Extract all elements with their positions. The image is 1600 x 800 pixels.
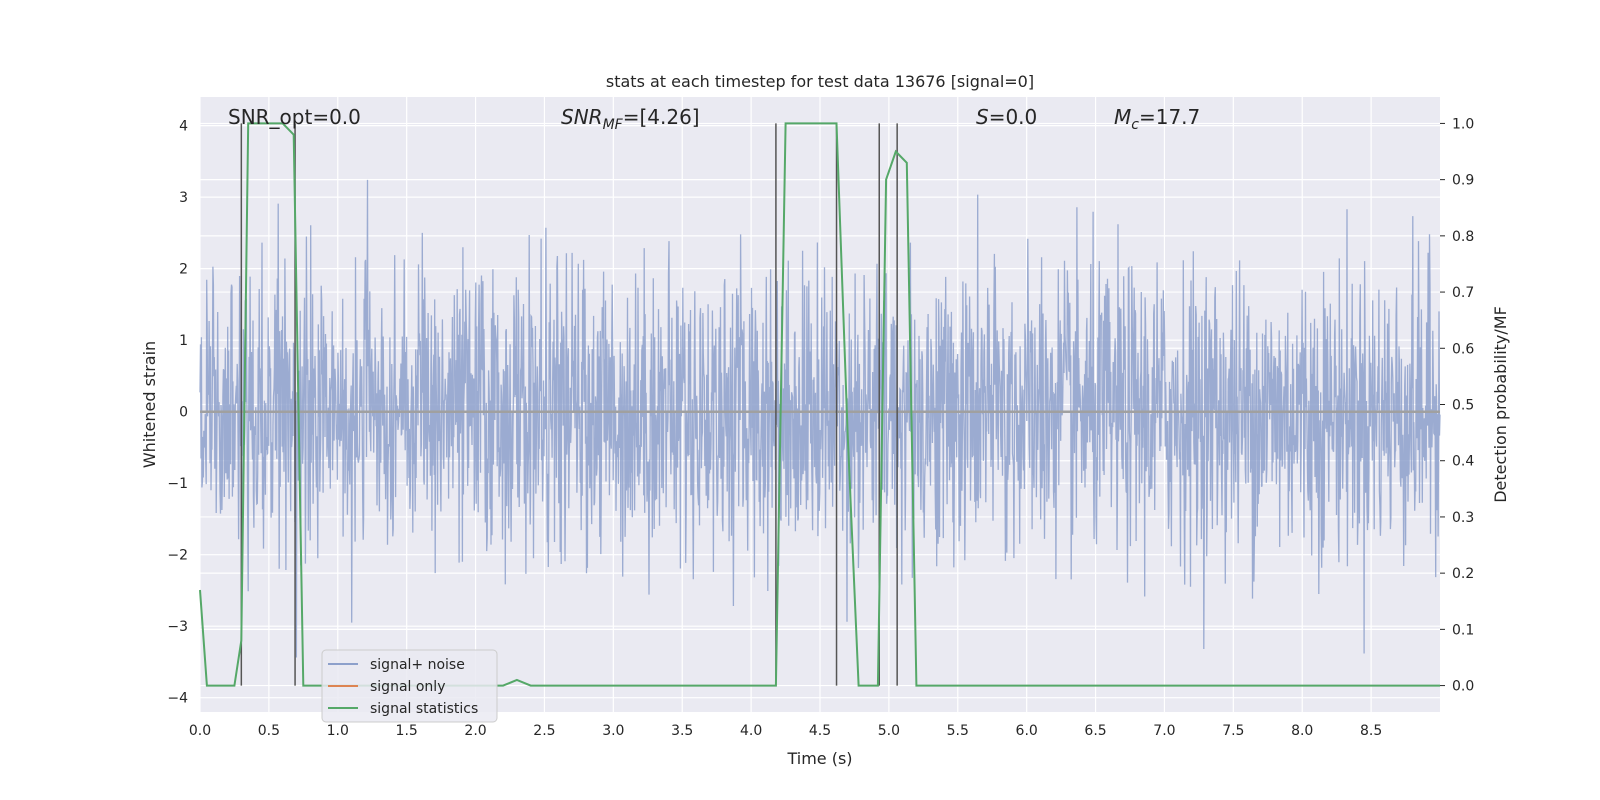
x-tick-label: 1.0 <box>327 723 349 739</box>
y-tick-label: 0 <box>179 405 188 421</box>
x-tick-label: 3.0 <box>602 723 624 739</box>
x-tick-label: 7.5 <box>1222 723 1244 739</box>
y-right-tick-label: 0.2 <box>1452 566 1474 582</box>
y-right-tick-label: 0.3 <box>1452 510 1474 526</box>
annotation-snr-opt: SNR_opt=0.0 <box>228 105 361 129</box>
signal-noise-series <box>199 179 1441 658</box>
y-tick-label: 3 <box>179 190 188 206</box>
y-right-tick-label: 0.4 <box>1452 454 1474 470</box>
x-tick-label: 5.5 <box>947 723 969 739</box>
x-tick-label: 6.5 <box>1084 723 1106 739</box>
y-right-axis-title: Detection probability/MF <box>1491 306 1510 503</box>
signal-statistics-series <box>199 122 1440 687</box>
signal-statistics-line <box>199 122 1440 687</box>
x-tick-label: 7.0 <box>1153 723 1175 739</box>
legend-box <box>321 649 498 723</box>
x-tick-label: 8.0 <box>1291 723 1313 739</box>
x-tick-label: 0.0 <box>189 723 211 739</box>
tick-labels: 0.0 0.5 1.0 1.5 2.0 2.5 3.0 3.5 4.0 4.5 5.0 5.5 6.0 6… <box>167 116 1474 739</box>
signal-noise-line <box>199 179 1441 658</box>
annotations: SNR_opt=0.0 SNRMF=[4.26] S=0.0 Mc=17.7 <box>228 105 1200 133</box>
x-tick-label: 3.5 <box>671 723 693 739</box>
y-tick-label: 2 <box>179 262 188 278</box>
y-tick-label: −2 <box>167 548 188 564</box>
y-tick-label: −4 <box>167 691 188 707</box>
x-axis-title: Time (s) <box>786 749 852 768</box>
legend-label: signal+ noise <box>370 657 465 673</box>
y-tick-label: 4 <box>179 119 188 135</box>
legend-label: signal only <box>370 679 445 695</box>
y-right-tick-label: 1.0 <box>1452 116 1474 132</box>
y-tick-label: −1 <box>167 476 188 492</box>
y-tick-label: −3 <box>167 619 188 635</box>
x-tick-label: 2.0 <box>464 723 486 739</box>
legend: signal+ noise signal only signal statistic… <box>321 649 498 723</box>
x-tick-label: 1.5 <box>396 723 418 739</box>
x-tick-label: 6.0 <box>1016 723 1038 739</box>
y-right-tick-label: 0.8 <box>1452 229 1474 245</box>
y-right-tick-label: 0.5 <box>1452 398 1474 414</box>
annotation-snr-mf: SNRMF=[4.26] <box>561 105 700 133</box>
x-tick-label: 2.5 <box>533 723 555 739</box>
annotation-mc: Mc=17.7 <box>1114 105 1200 133</box>
y-right-tick-label: 0.0 <box>1452 679 1474 695</box>
chart-title: stats at each timestep for test data 136… <box>606 72 1034 91</box>
legend-label: signal statistics <box>370 701 478 717</box>
x-tick-label: 4.5 <box>809 723 831 739</box>
y-right-tick-label: 0.9 <box>1452 173 1474 189</box>
annotation-s: S=0.0 <box>976 105 1037 129</box>
y-right-tick-label: 0.6 <box>1452 341 1474 357</box>
y-axis-title: Whitened strain <box>140 341 159 468</box>
x-tick-label: 4.0 <box>740 723 762 739</box>
y-right-tick-label: 0.1 <box>1452 622 1474 638</box>
y-tick-label: 1 <box>179 333 188 349</box>
x-tick-label: 5.0 <box>878 723 900 739</box>
x-tick-label: 0.5 <box>258 723 280 739</box>
y-right-tick-label: 0.7 <box>1452 285 1474 301</box>
x-tick-label: 8.5 <box>1360 723 1382 739</box>
